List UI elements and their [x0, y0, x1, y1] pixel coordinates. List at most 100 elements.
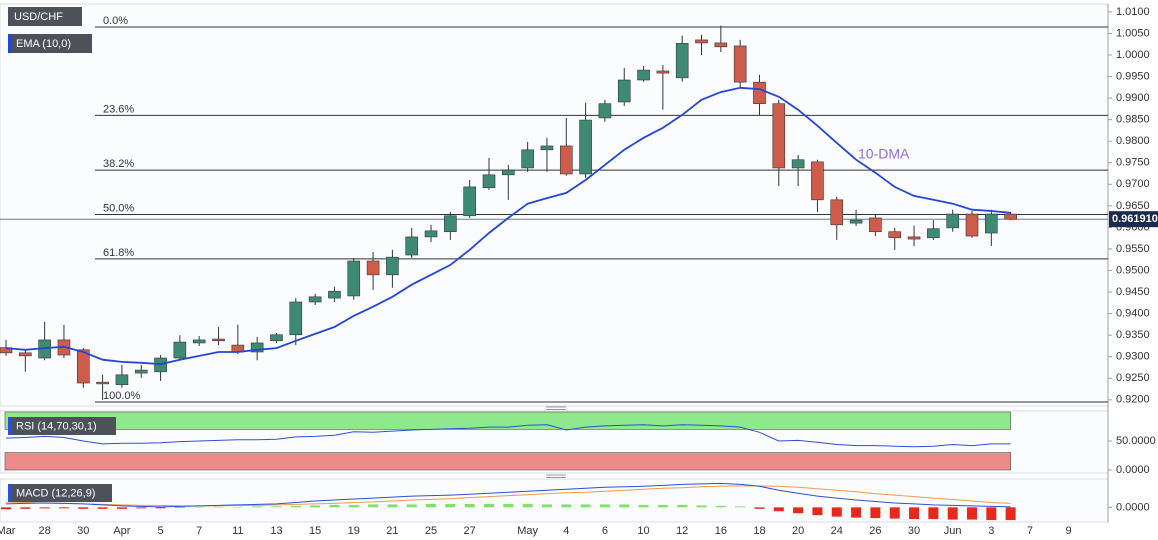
macd-histogram-bar — [599, 504, 610, 508]
legend-box — [8, 417, 116, 435]
y-tick-label: 0.9200 — [1116, 394, 1150, 406]
macd-histogram-bar — [387, 504, 398, 508]
macd-histogram-bar — [967, 507, 977, 520]
legend-box — [8, 7, 82, 26]
y-tick-label: 0.9350 — [1116, 329, 1150, 341]
macd-histogram-bar — [696, 505, 707, 508]
x-tick-label: 7 — [1027, 525, 1033, 537]
candle-body-down — [714, 42, 728, 48]
macd-histogram-bar — [329, 504, 340, 508]
x-tick-label: 24 — [831, 525, 843, 537]
candle-body-down — [0, 347, 13, 354]
y-tick-label: 0.9900 — [1116, 92, 1150, 104]
candle-body-up — [289, 301, 303, 336]
y-tick-label: 50.0000 — [1116, 435, 1156, 447]
x-tick-label: 4 — [563, 525, 569, 537]
candle-body-up — [463, 186, 476, 217]
macd-histogram-bar — [793, 507, 804, 514]
y-tick-label: 0.9700 — [1116, 178, 1150, 190]
candle-body-up — [270, 334, 283, 342]
candle-body-down — [559, 145, 573, 175]
x-tick-label: May — [517, 525, 538, 537]
macd-histogram-bar — [503, 503, 514, 508]
pane-handle[interactable] — [546, 474, 566, 478]
y-tick-label: 0.9650 — [1116, 200, 1150, 212]
fib-label: 50.0% — [103, 202, 134, 214]
y-tick-label: 0.9850 — [1116, 114, 1150, 126]
candle-body-down — [656, 70, 670, 74]
x-tick-label: 7 — [196, 525, 202, 537]
macd-histogram-bar — [271, 506, 282, 508]
macd-histogram-bar — [116, 507, 127, 509]
last-price-tag — [1109, 211, 1158, 228]
candle-body-down — [695, 39, 708, 44]
candle-body-up — [598, 103, 612, 119]
x-tick-label: 20 — [792, 525, 804, 537]
macd-histogram-bar — [78, 507, 89, 509]
candle-body-down — [753, 81, 766, 105]
macd-histogram-bar — [870, 507, 881, 519]
fib-label: 61.8% — [103, 247, 134, 259]
macd-histogram-bar — [464, 503, 475, 508]
candle-body-up — [173, 341, 187, 359]
rsi-band — [4, 452, 1011, 471]
x-tick-label: 11 — [232, 525, 243, 537]
y-tick-label: 0.0000 — [1116, 464, 1150, 476]
candle-body-up — [386, 256, 399, 276]
macd-histogram-bar — [368, 504, 379, 508]
macd-label: MACD (12,26,9) — [16, 487, 95, 499]
y-tick-label: 0.9250 — [1116, 372, 1150, 384]
macd-histogram-bar — [851, 507, 862, 518]
macd-histogram-bar — [348, 504, 359, 508]
macd-legend[interactable]: MACD (12,26,9) — [8, 484, 112, 502]
x-tick-label: 5 — [157, 525, 163, 537]
macd-histogram-bar — [928, 507, 939, 520]
macd-histogram-bar — [213, 506, 224, 508]
y-tick-label: 0.9450 — [1116, 286, 1150, 298]
candle-body-up — [134, 369, 148, 374]
rsi-label: RSI (14,70,30,1) — [16, 420, 97, 432]
ema-legend[interactable]: EMA (10,0) — [8, 34, 92, 53]
candle-body-up — [347, 260, 361, 297]
price-pane — [0, 3, 1109, 407]
y-tick-label: 1.0050 — [1116, 27, 1150, 39]
y-tick-label: 0.9800 — [1116, 135, 1150, 147]
rsi-line — [5, 424, 1011, 448]
x-tick-label: 18 — [753, 525, 765, 537]
macd-histogram-bar — [97, 507, 108, 509]
macd-histogram-bar — [58, 507, 69, 509]
candle-body-up — [405, 236, 419, 256]
candle-body-up — [424, 230, 438, 238]
rsi-legend[interactable]: RSI (14,70,30,1) — [8, 417, 116, 435]
x-tick-label: 3 — [988, 525, 994, 537]
candle-body-down — [811, 161, 824, 201]
macd-histogram-bar — [657, 504, 668, 508]
x-tick-label: 15 — [309, 525, 321, 537]
macd-histogram-bar — [735, 506, 746, 508]
candle-body-up — [637, 69, 650, 81]
candle-body-up — [115, 374, 129, 386]
candle-body-down — [19, 352, 32, 357]
candle-body-down — [965, 213, 979, 237]
x-tick-label: 30 — [908, 525, 920, 537]
candle-body-up — [579, 119, 592, 175]
x-tick-label: 27 — [464, 525, 476, 537]
macd-histogram-bar — [406, 504, 417, 508]
x-tick-label: Jun — [944, 525, 962, 537]
y-tick-label: 0.9950 — [1116, 70, 1150, 82]
macd-histogram-bar — [619, 504, 630, 508]
pane-handle[interactable] — [546, 406, 566, 410]
x-tick-label: 9 — [1066, 525, 1072, 537]
macd-histogram-bar — [194, 506, 205, 508]
annotation: 10-DMA — [858, 146, 910, 162]
macd-histogram-bar — [174, 507, 185, 508]
x-tick-label: 30 — [77, 525, 89, 537]
x-tick-label: 16 — [715, 525, 727, 537]
candle-body-up — [617, 79, 631, 103]
x-tick-label: 6 — [602, 525, 608, 537]
macd-histogram-bar — [986, 507, 997, 521]
macd-histogram-bar — [677, 504, 688, 508]
candle-body-up — [192, 339, 206, 344]
macd-histogram-bar — [1005, 507, 1016, 521]
symbol-legend[interactable]: USD/CHF — [8, 7, 82, 26]
